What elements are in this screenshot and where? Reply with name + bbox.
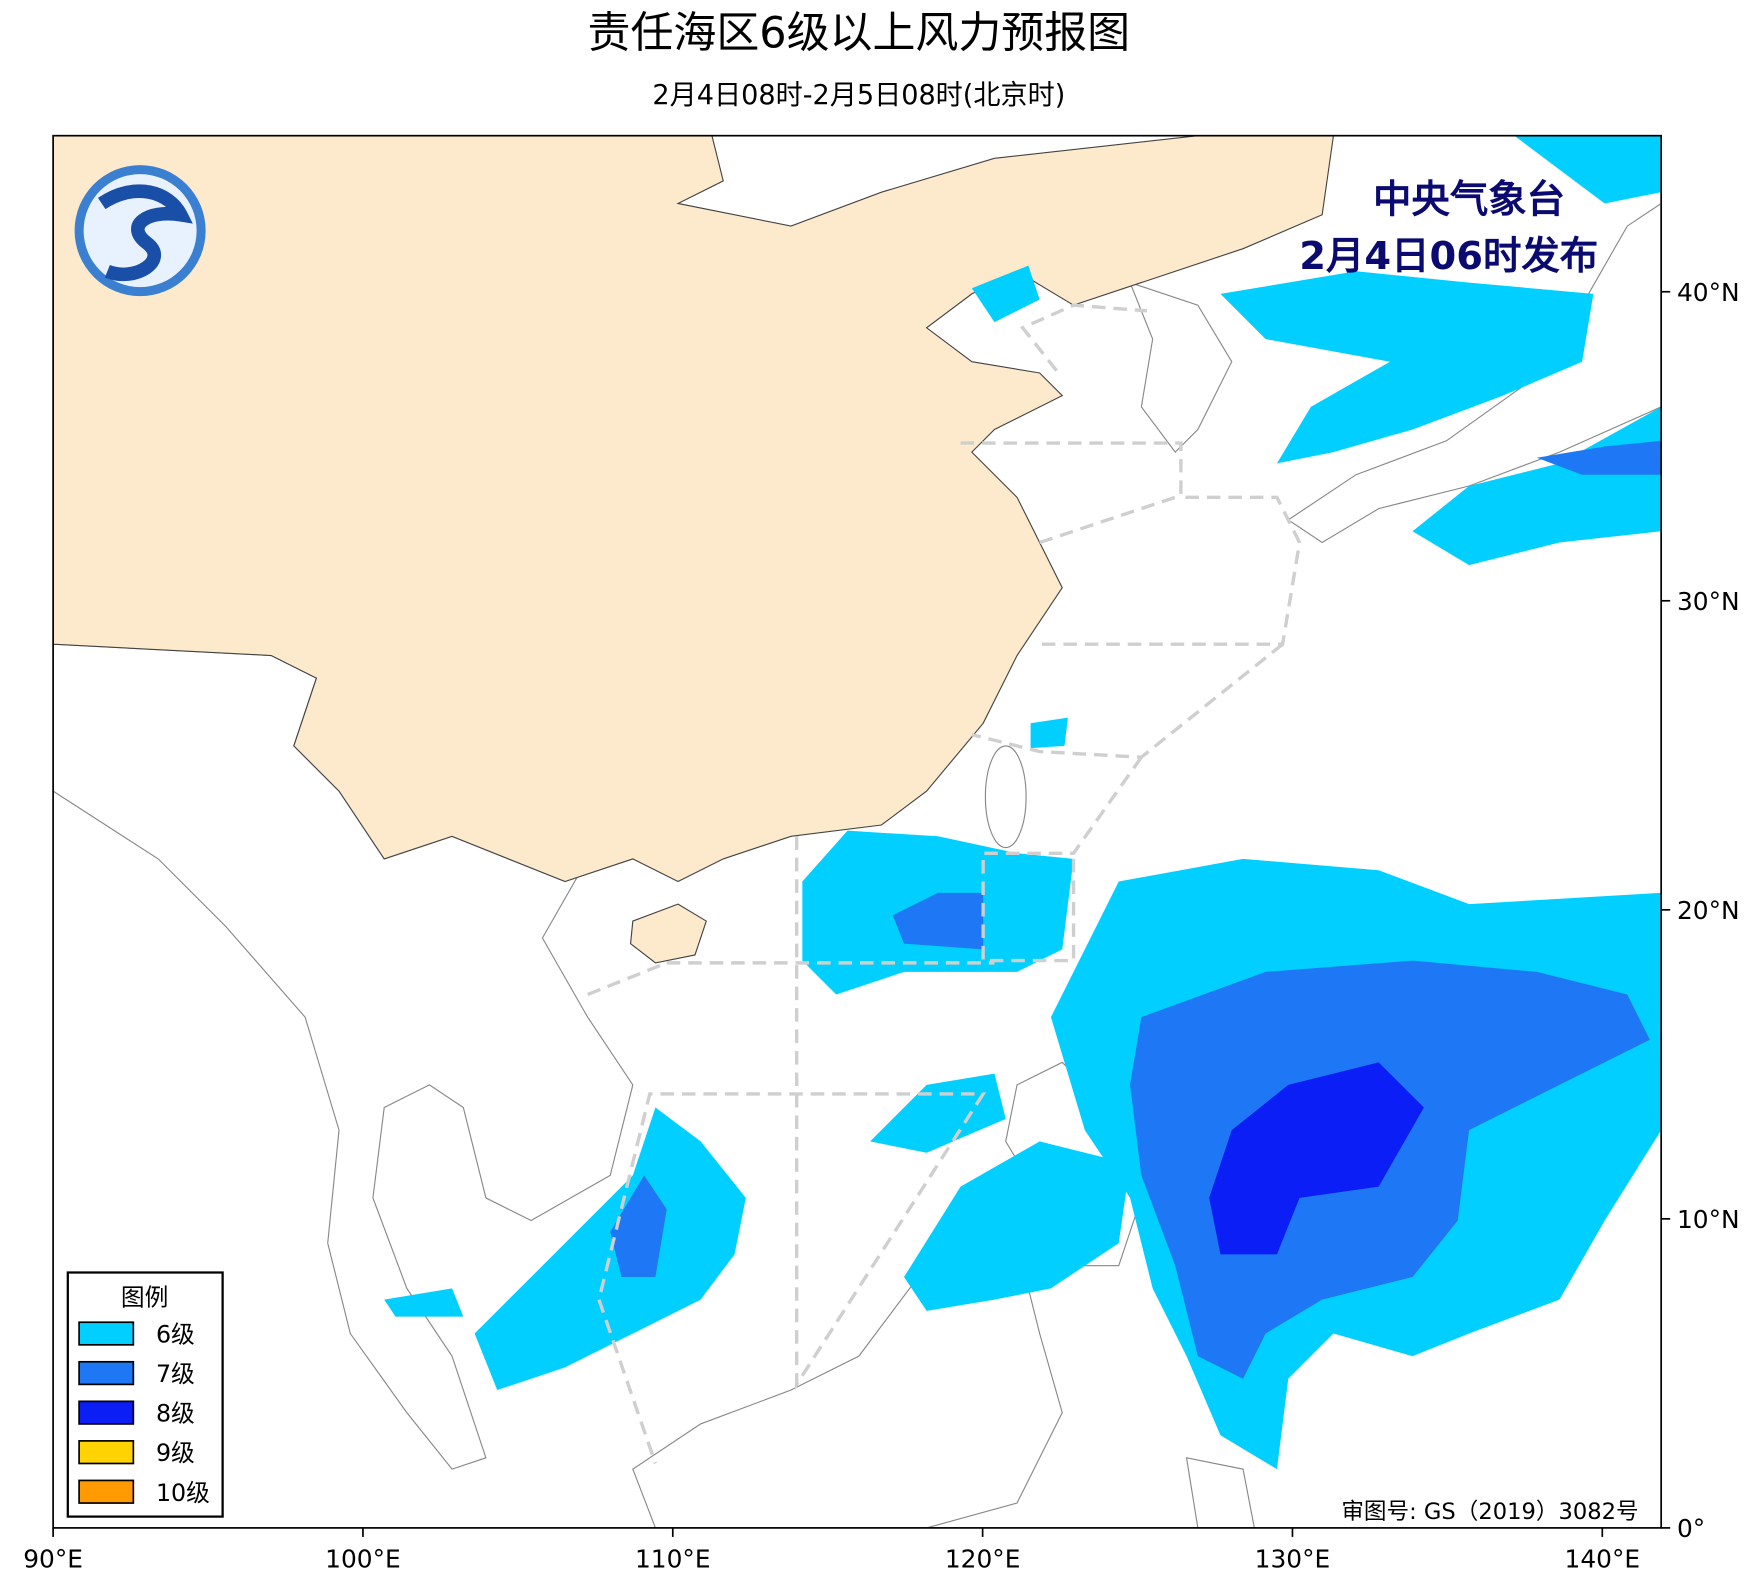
- china-land: [53, 135, 1335, 883]
- approval-number: 审图号: GS（2019）3082号: [1341, 1499, 1638, 1525]
- sea-zones: [586, 303, 1302, 1465]
- x-tick-label: 90°E: [23, 1544, 83, 1573]
- x-tick-label: 130°E: [1255, 1544, 1331, 1573]
- hainan: [629, 903, 707, 964]
- legend-swatch: [78, 1321, 135, 1346]
- y-tick-label: 10°N: [1677, 1205, 1740, 1234]
- map-area: [53, 135, 1662, 1528]
- legend-label: 8级: [156, 1400, 195, 1428]
- y-tick-label: 30°N: [1677, 587, 1740, 616]
- land-outline: [1129, 281, 1233, 453]
- legend-swatch: [78, 1360, 135, 1386]
- legend-label: 9级: [156, 1439, 195, 1467]
- logo: [74, 165, 206, 297]
- map-frame: [52, 134, 1663, 1529]
- legend-label: 7级: [156, 1360, 195, 1388]
- title: 责任海区6级以上风力预报图: [588, 9, 1131, 59]
- land-outline: [1287, 202, 1662, 544]
- y-tick-label: 20°N: [1677, 896, 1740, 925]
- x-tick-label: 110°E: [635, 1544, 711, 1573]
- x-tick-label: 100°E: [325, 1544, 401, 1573]
- legend-swatch: [78, 1440, 135, 1465]
- land-outline: [1185, 1457, 1255, 1528]
- legend-swatch: [78, 1479, 135, 1504]
- y-tick-label: 40°N: [1677, 278, 1740, 307]
- x-tick-label: 140°E: [1565, 1544, 1641, 1573]
- legend: 图例 6级 7级 8级 9级 10级: [66, 1271, 224, 1518]
- x-tick-label: 120°E: [945, 1544, 1021, 1573]
- taiwan: [984, 745, 1027, 849]
- issuer-time: 2月4日06时发布: [1299, 234, 1598, 279]
- issuer-agency: 中央气象台: [1373, 178, 1565, 223]
- wind-areas: [384, 135, 1662, 1470]
- legend-label: 6级: [156, 1321, 195, 1349]
- subtitle: 2月4日08时-2月5日08时(北京时): [652, 80, 1065, 111]
- legend-swatch: [78, 1400, 135, 1425]
- legend-title: 图例: [121, 1283, 168, 1311]
- legend-label: 10级: [156, 1479, 210, 1507]
- y-tick-label: 0°: [1677, 1514, 1705, 1543]
